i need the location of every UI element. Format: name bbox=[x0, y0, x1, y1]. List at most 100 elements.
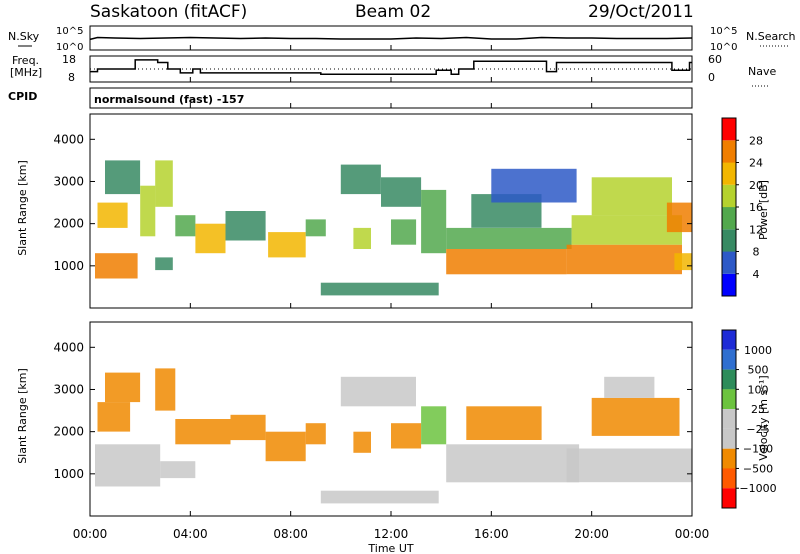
power-panel-region-15 bbox=[391, 219, 417, 245]
power-colorbar-label-1: 8 bbox=[753, 246, 760, 259]
power-panel-ytick-label-3: 4000 bbox=[53, 132, 84, 146]
velocity-panel-region-18 bbox=[604, 376, 655, 398]
time-tick-label-4: 16:00 bbox=[474, 527, 509, 541]
freq-right-tick-top: 60 bbox=[708, 53, 722, 66]
freq-left-tick-top: 18 bbox=[62, 53, 76, 66]
time-axis-label: Time UT bbox=[367, 542, 413, 554]
power-panel-region-1 bbox=[97, 202, 128, 228]
velocity-colorbar-cell-7 bbox=[722, 468, 736, 489]
power-panel-region-10 bbox=[305, 219, 326, 237]
velocity-colorbar-cell-3 bbox=[722, 389, 736, 410]
power-colorbar-label-6: 28 bbox=[749, 134, 763, 147]
noise-right-tick-top: 10^5 bbox=[710, 26, 737, 37]
velocity-panel-region-7 bbox=[265, 431, 306, 462]
power-colorbar-label: Power [dB] bbox=[757, 180, 770, 240]
power-panel-ytick-label-0: 1000 bbox=[53, 259, 84, 273]
power-panel-region-20 bbox=[491, 168, 577, 203]
cpid-value: normalsound (fast) -157 bbox=[94, 93, 244, 106]
noise-left-tick-bottom: 10^0 bbox=[56, 42, 83, 53]
power-panel-ytick-label-1: 2000 bbox=[53, 217, 84, 231]
velocity-panel-region-14 bbox=[446, 444, 580, 483]
power-panel-region-5 bbox=[155, 257, 173, 271]
power-colorbar-cell-1 bbox=[722, 251, 736, 274]
velocity-colorbar-cell-4 bbox=[722, 409, 736, 429]
time-tick-label-5: 20:00 bbox=[574, 527, 609, 541]
velocity-panel-ytick-label-0: 1000 bbox=[53, 467, 84, 481]
velocity-colorbar-label-0: 1000 bbox=[744, 344, 772, 357]
velocity-panel-region-2 bbox=[97, 402, 131, 432]
power-panel-region-7 bbox=[195, 223, 226, 254]
power-panel-region-14 bbox=[353, 227, 371, 249]
time-tick-label-6: 00:00 bbox=[675, 527, 710, 541]
time-tick-label-2: 08:00 bbox=[273, 527, 308, 541]
power-panel-region-8 bbox=[225, 211, 266, 241]
power-panel-region-4 bbox=[155, 160, 173, 207]
noise-left-tick-top: 10^5 bbox=[56, 26, 83, 37]
power-panel-region-17 bbox=[446, 249, 567, 275]
power-panel-region-18 bbox=[446, 227, 572, 249]
velocity-panel-region-8 bbox=[305, 423, 326, 445]
nsky-label: N.Sky bbox=[8, 30, 40, 43]
nave-label: Nave bbox=[748, 65, 776, 78]
velocity-colorbar-label-6: −500 bbox=[743, 462, 773, 475]
velocity-panel-region-6 bbox=[230, 414, 266, 441]
power-panel-region-11 bbox=[320, 282, 439, 296]
velocity-colorbar-cell-6 bbox=[722, 448, 736, 469]
power-panel-region-22 bbox=[571, 215, 682, 245]
power-colorbar-label-5: 24 bbox=[749, 157, 763, 170]
velocity-colorbar-label-3: 25 bbox=[751, 403, 765, 416]
power-colorbar-cell-2 bbox=[722, 229, 736, 252]
power-panel-ytick-label-2: 3000 bbox=[53, 174, 84, 188]
velocity-panel-region-9 bbox=[320, 490, 439, 504]
station-title: Saskatoon (fitACF) bbox=[90, 2, 247, 22]
velocity-colorbar-cell-1 bbox=[722, 349, 736, 370]
power-colorbar-cell-3 bbox=[722, 207, 736, 230]
power-colorbar-label-0: 4 bbox=[753, 268, 760, 281]
frequency-series-line bbox=[90, 59, 692, 75]
velocity-panel-region-4 bbox=[155, 368, 176, 411]
nsearch-label: N.Search bbox=[746, 30, 796, 43]
date-title: 29/Oct/2011 bbox=[588, 2, 694, 22]
time-tick-label-1: 04:00 bbox=[173, 527, 208, 541]
cpid-label: CPID bbox=[8, 90, 37, 103]
velocity-panel-region-16 bbox=[566, 448, 692, 483]
power-colorbar-cell-6 bbox=[722, 140, 736, 163]
power-colorbar-label-2: 12 bbox=[749, 223, 763, 236]
power-panel-region-21 bbox=[566, 244, 682, 275]
frequency-panel: Freq. [MHz] 18 8 60 0 Nave bbox=[10, 53, 776, 87]
power-panel-region-12 bbox=[340, 164, 381, 195]
beam-title: Beam 02 bbox=[355, 2, 431, 22]
power-ylabel: Slant Range [km] bbox=[16, 160, 29, 256]
power-panel-region-0 bbox=[95, 253, 138, 279]
velocity-colorbar-cell-2 bbox=[722, 369, 736, 390]
velocity-panel-ytick-label-2: 3000 bbox=[53, 382, 84, 396]
freq-left-tick-bottom: 8 bbox=[68, 71, 75, 84]
nsky-series-line bbox=[89, 36, 693, 41]
velocity-colorbar-cell-8 bbox=[722, 488, 736, 508]
freq-label-line1: Freq. bbox=[12, 54, 39, 67]
velocity-panel-region-3 bbox=[105, 372, 141, 403]
velocity-panel-region-11 bbox=[353, 431, 371, 453]
velocity-colorbar-label: Velocity [m s⁻¹] bbox=[757, 375, 770, 460]
power-colorbar-cell-4 bbox=[722, 184, 736, 208]
time-tick-label-3: 12:00 bbox=[374, 527, 409, 541]
power-panel-region-24 bbox=[666, 202, 692, 233]
power-panel-region-6 bbox=[175, 215, 196, 237]
velocity-panel: Slant Range [km] 1000 2000 3000 4000 1000 50… bbox=[16, 45, 777, 554]
velocity-panel-region-13 bbox=[421, 406, 447, 445]
velocity-panel-region-0 bbox=[95, 444, 161, 487]
velocity-panel-region-15 bbox=[466, 406, 542, 440]
velocity-colorbar-label-2: 100 bbox=[748, 383, 769, 396]
freq-label-line2: [MHz] bbox=[10, 66, 42, 79]
power-panel-region-25 bbox=[674, 253, 692, 271]
velocity-colorbar-cell-0 bbox=[722, 330, 736, 350]
power-panel-region-16 bbox=[421, 189, 447, 254]
power-panel: Slant Range [km] 1000 2000 3000 4000 4 8 12 16… bbox=[16, 113, 770, 309]
power-panel-region-3 bbox=[140, 185, 156, 237]
power-colorbar-label-4: 20 bbox=[749, 179, 763, 192]
noise-right-tick-bottom: 10^0 bbox=[710, 42, 737, 53]
velocity-colorbar-label-1: 500 bbox=[748, 364, 769, 377]
velocity-colorbar-frame bbox=[721, 329, 737, 509]
power-panel-region-13 bbox=[381, 177, 422, 207]
